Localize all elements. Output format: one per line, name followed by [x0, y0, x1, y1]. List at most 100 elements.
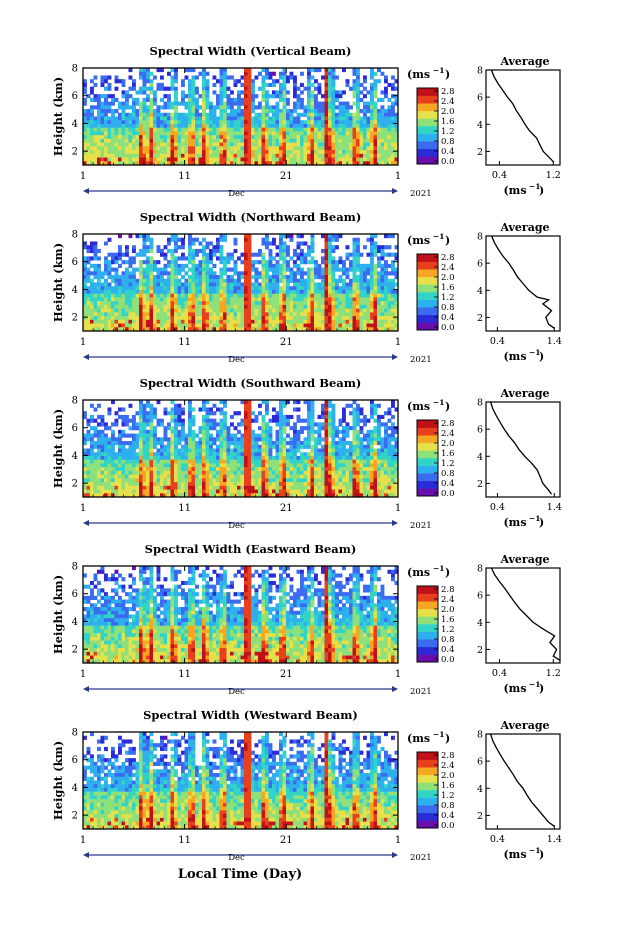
heatmap-cell — [129, 467, 133, 471]
heatmap-cell — [111, 422, 115, 426]
heatmap-cell — [234, 445, 238, 449]
heatmap-cell — [97, 316, 101, 320]
heatmap-cell — [248, 117, 252, 121]
heatmap-cell — [185, 143, 189, 147]
heatmap-cell — [153, 139, 157, 143]
heatmap-cell — [262, 154, 266, 158]
heatmap-cell — [370, 286, 374, 290]
heatmap-cell — [244, 83, 248, 87]
heatmap-cell — [94, 309, 98, 313]
heatmap-cell — [216, 105, 220, 109]
heatmap-cell — [223, 146, 227, 150]
heatmap-cell — [360, 279, 364, 283]
heatmap-cell — [199, 275, 203, 279]
heatmap-cell — [339, 135, 343, 139]
heatmap-cell — [195, 128, 199, 132]
heatmap-cell — [377, 135, 381, 139]
heatmap-cell — [185, 445, 189, 449]
heatmap-cell — [255, 150, 259, 154]
heatmap-cell — [108, 467, 112, 471]
heatmap-cell — [223, 478, 227, 482]
heatmap-cell — [321, 109, 325, 113]
heatmap-cell — [104, 79, 108, 83]
heatmap-cell — [335, 245, 339, 249]
heatmap-cell — [314, 79, 318, 83]
heatmap-cell — [244, 320, 248, 324]
heatmap-cell — [118, 290, 122, 294]
heatmap-cell — [342, 264, 346, 268]
heatmap-cell — [360, 83, 364, 87]
heatmap-cell — [223, 482, 227, 486]
heatmap-cell — [307, 143, 311, 147]
heatmap-cell — [248, 105, 252, 109]
heatmap-cell — [167, 478, 171, 482]
heatmap-cell — [388, 253, 392, 257]
heatmap-cell — [227, 279, 231, 283]
heatmap-cell — [234, 441, 238, 445]
heatmap-cell — [174, 441, 178, 445]
heatmap-cell — [143, 75, 147, 79]
heatmap-cell — [276, 90, 280, 94]
heatmap-cell — [353, 253, 357, 257]
heatmap-cell — [391, 135, 395, 139]
heatmap-cell — [202, 471, 206, 475]
heatmap-cell — [143, 283, 147, 287]
heatmap-cell — [206, 422, 210, 426]
heatmap-cell — [136, 279, 140, 283]
heatmap-cell — [157, 150, 161, 154]
heatmap-cell — [293, 264, 297, 268]
heatmap-cell — [87, 456, 91, 460]
heatmap-cell — [209, 486, 213, 490]
heatmap-cell — [227, 260, 231, 264]
heatmap-cell — [367, 320, 371, 324]
heatmap-cell — [216, 422, 220, 426]
heatmap-cell — [129, 445, 133, 449]
heatmap-cell — [234, 98, 238, 102]
heatmap-cell — [297, 154, 301, 158]
heatmap-cell — [115, 471, 119, 475]
heatmap-cell — [230, 109, 234, 113]
heatmap-cell — [202, 260, 206, 264]
heatmap-cell — [328, 146, 332, 150]
heatmap-cell — [139, 415, 143, 419]
heatmap-cell — [262, 83, 266, 87]
heatmap-cell — [115, 305, 119, 309]
heatmap-cell — [370, 90, 374, 94]
heatmap-cell — [178, 456, 182, 460]
heatmap-cell — [353, 312, 357, 316]
heatmap-cell — [360, 150, 364, 154]
heatmap-cell — [349, 279, 353, 283]
heatmap-cell — [307, 309, 311, 313]
heatmap-cell — [384, 275, 388, 279]
heatmap-cell — [258, 102, 262, 106]
heatmap-cell — [94, 75, 98, 79]
heatmap-cell — [346, 109, 350, 113]
heatmap-cell — [104, 475, 108, 479]
heatmap-cell — [195, 253, 199, 257]
heatmap-cell — [125, 283, 129, 287]
heatmap-cell — [213, 146, 217, 150]
heatmap-cell — [377, 128, 381, 132]
x-tick-label: 11 — [178, 337, 191, 348]
heatmap-cell — [202, 426, 206, 430]
y-tick-label: 8 — [72, 230, 78, 241]
heatmap-cell — [356, 275, 360, 279]
heatmap-cell — [391, 75, 395, 79]
heatmap-cell — [139, 290, 143, 294]
heatmap-cell — [206, 467, 210, 471]
heatmap-cell — [332, 105, 336, 109]
heatmap-cell — [332, 146, 336, 150]
heatmap-cell — [353, 320, 357, 324]
heatmap-cell — [328, 158, 332, 162]
heatmap-cell — [143, 415, 147, 419]
heatmap-cell — [304, 290, 308, 294]
heatmap-cell — [314, 324, 318, 328]
heatmap-cell — [248, 471, 252, 475]
heatmap-cell — [101, 490, 105, 494]
heatmap-cell — [384, 113, 388, 117]
heatmap-cell — [244, 75, 248, 79]
heatmap-cell — [216, 463, 220, 467]
heatmap-cell — [388, 290, 392, 294]
heatmap-cell — [94, 158, 98, 162]
heatmap-cell — [136, 441, 140, 445]
